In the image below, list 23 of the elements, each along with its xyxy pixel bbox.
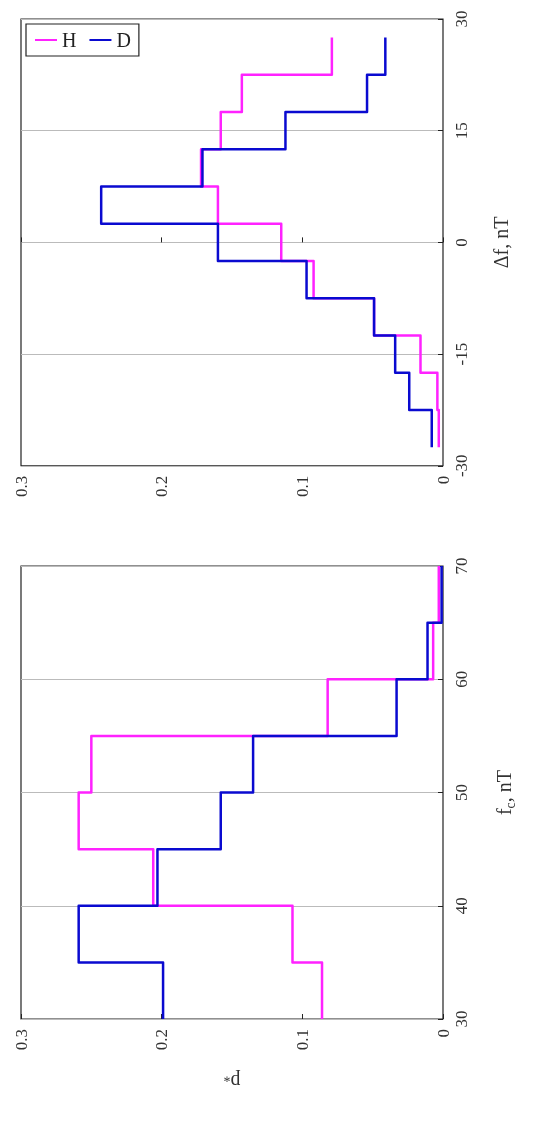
y-tick-label: -30 [452, 454, 471, 478]
y-axis-title: Δf, nT [490, 216, 512, 269]
x-tick-label: 0 [433, 475, 453, 485]
y-tick-label: 30 [452, 1010, 471, 1028]
x-tick-label: 0.1 [292, 475, 312, 497]
y-tick-label: 0 [452, 238, 471, 247]
x-tick-label: 0.3 [11, 475, 31, 497]
x-axis-title: p* [223, 1068, 241, 1093]
y-tick-label: -15 [452, 342, 471, 366]
y-tick-label: 40 [452, 897, 471, 915]
y-tick-label: 50 [452, 784, 471, 801]
x-tick-label: 0 [433, 1029, 453, 1038]
x-tick-label: 0.3 [11, 1029, 31, 1051]
y-tick-label: 60 [452, 670, 471, 688]
x-tick-label: 0.2 [152, 1029, 172, 1051]
y-tick-label: 70 [452, 557, 471, 575]
y-tick-label: 30 [452, 10, 471, 28]
y-tick-label: 15 [452, 122, 471, 140]
legend-label: D [116, 29, 131, 51]
legend-label: H [62, 29, 77, 51]
y-axis-title: fc, nT [493, 769, 518, 816]
x-tick-label: 0.1 [292, 1029, 312, 1051]
x-tick-label: 0.2 [152, 475, 172, 497]
